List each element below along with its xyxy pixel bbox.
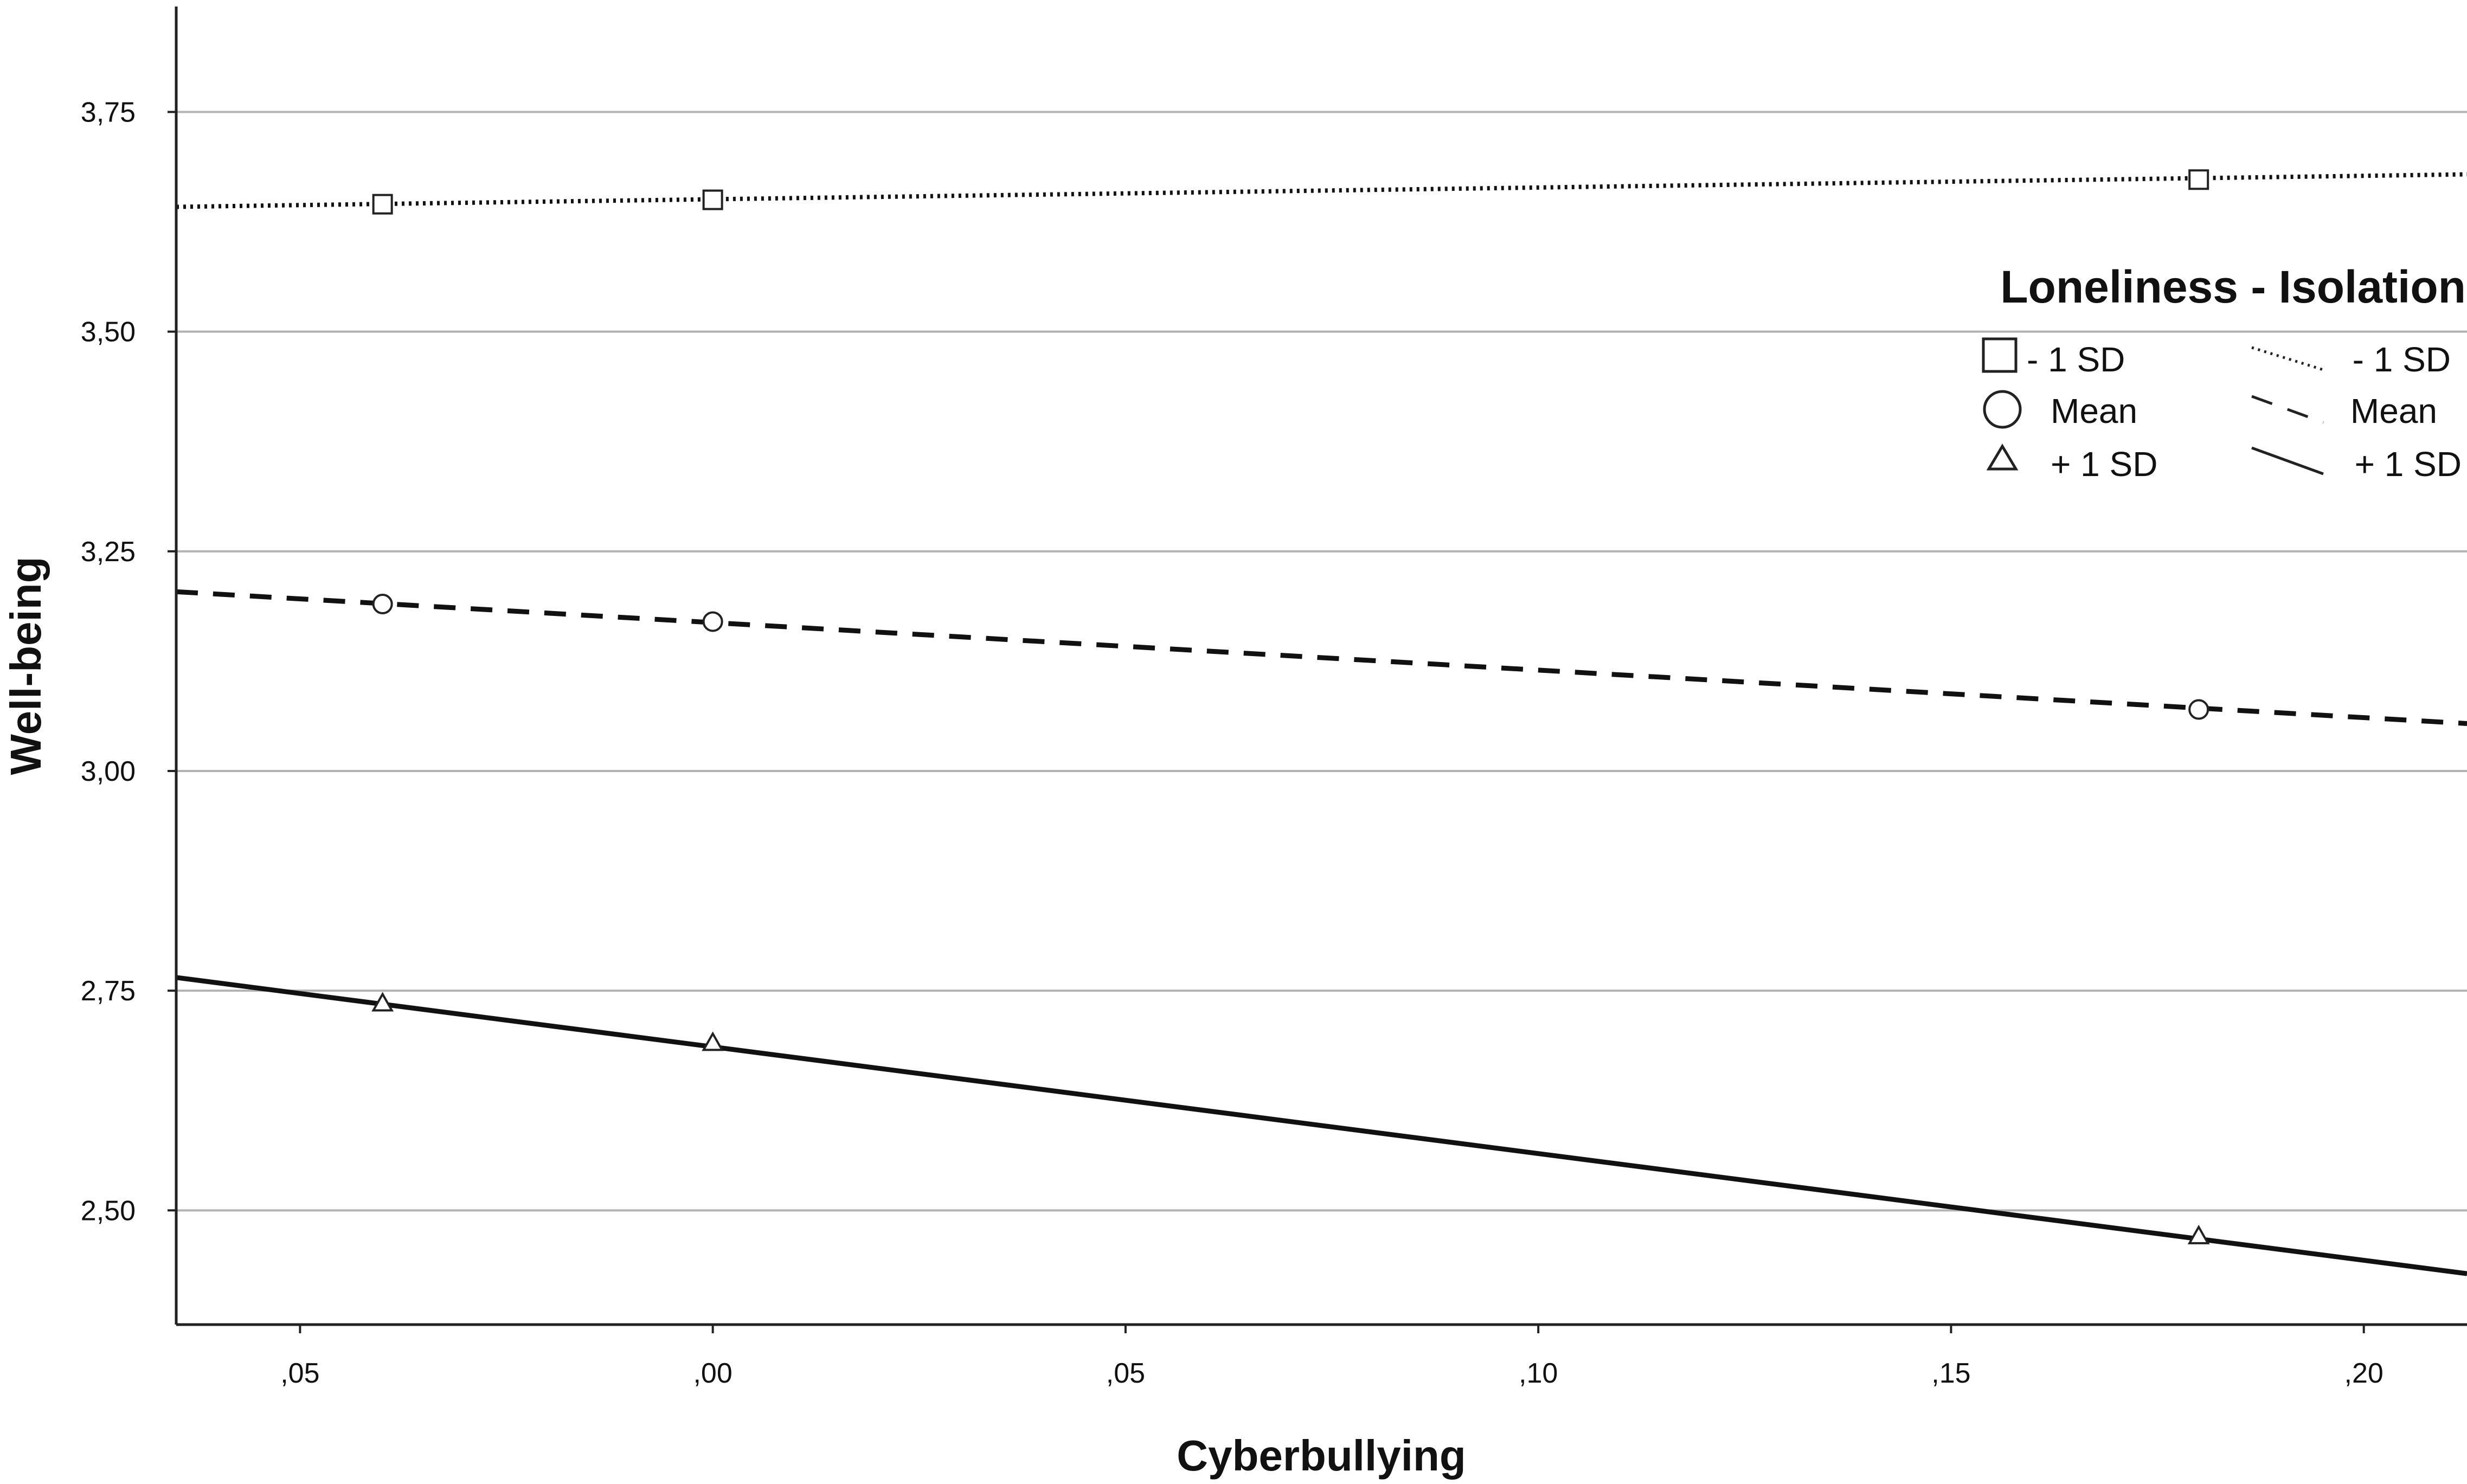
legend-dashed-line-sample <box>2251 395 2324 424</box>
x-tick-label: ,10 <box>1519 1358 1558 1389</box>
legend-marker-label-plus-sd: + 1 SD <box>2051 445 2157 484</box>
y-axis-ticks: 2,50 2,75 3,00 3,25 3,50 3,75 <box>81 97 176 1226</box>
series-line-solid <box>176 975 2467 1276</box>
series-layer <box>176 169 2467 1276</box>
x-tick-label: ,20 <box>2344 1358 2384 1389</box>
series-triangle <box>176 975 2467 1276</box>
y-tick-label: 3,50 <box>81 317 136 348</box>
data-point-square <box>2188 169 2209 190</box>
x-tick-label: ,05 <box>1106 1358 1145 1389</box>
legend-triangle-marker <box>1986 444 2019 471</box>
series-square <box>176 169 2467 215</box>
data-point-circle <box>702 611 723 632</box>
y-tick-label: 3,00 <box>81 756 136 787</box>
legend-line-label-plus-sd: + 1 SD <box>2355 445 2462 484</box>
data-point-circle <box>2188 699 2209 720</box>
series-circle <box>176 589 2467 726</box>
data-point-square <box>702 189 723 210</box>
legend-marker-label-mean: Mean <box>2051 391 2137 431</box>
y-tick-label: 3,25 <box>81 536 136 568</box>
series-line-dotted <box>176 172 2467 209</box>
y-tick-label: 2,50 <box>81 1195 136 1226</box>
gridlines <box>176 111 2467 1212</box>
x-axis-ticks: ,05 ,00 ,05 ,10 ,15 ,20 <box>280 1325 2384 1389</box>
x-axis-title: Cyberbullying <box>1177 1431 1466 1480</box>
x-tick-label: ,05 <box>280 1358 319 1389</box>
y-axis-title: Well-being <box>2 557 50 775</box>
series-line-dashed <box>176 589 2467 726</box>
data-point-circle <box>372 594 393 615</box>
legend-marker-label-minus-sd: - 1 SD <box>2027 340 2125 379</box>
data-point-square <box>372 194 393 215</box>
y-tick-label: 3,75 <box>81 97 136 128</box>
legend-square-marker <box>1982 337 2018 373</box>
legend-line-label-minus-sd: - 1 SD <box>2353 340 2451 379</box>
data-point-triangle <box>702 1031 724 1051</box>
data-point-triangle <box>2187 1224 2210 1244</box>
legend-circle-marker <box>1983 390 2022 429</box>
y-tick-label: 2,75 <box>81 975 136 1007</box>
legend-line-label-mean: Mean <box>2350 391 2437 431</box>
x-tick-label: ,00 <box>693 1358 732 1389</box>
legend-solid-line-sample <box>2251 446 2324 476</box>
data-point-triangle <box>371 992 394 1012</box>
legend: Loneliness - Isolation - 1 SD Mean + 1 S… <box>1982 261 2466 484</box>
legend-title: Loneliness - Isolation <box>2000 261 2466 312</box>
x-tick-label: ,15 <box>1931 1358 1970 1389</box>
